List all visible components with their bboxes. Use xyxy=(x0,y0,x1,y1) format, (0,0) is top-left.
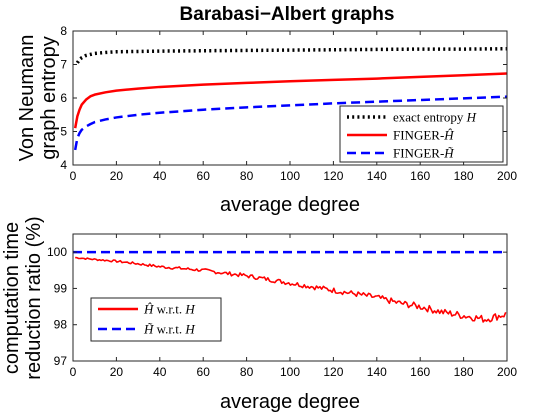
y-tick-label: 100 xyxy=(47,245,67,259)
x-tick-label: 0 xyxy=(70,365,77,379)
x-tick-label: 20 xyxy=(110,169,124,183)
legend-label: exact entropy H xyxy=(393,110,477,125)
legend-label: H̃ w.r.t. H xyxy=(143,322,195,337)
y-tick-label: 6 xyxy=(60,91,67,105)
x-tick-label: 120 xyxy=(323,365,343,379)
y-axis-label: Von Neumann xyxy=(16,35,38,162)
y-tick-label: 5 xyxy=(60,125,67,139)
y-tick-label: 98 xyxy=(54,318,68,332)
x-tick-label: 40 xyxy=(153,169,167,183)
y-tick-label: 8 xyxy=(60,24,67,38)
x-tick-label: 80 xyxy=(240,365,254,379)
x-tick-label: 200 xyxy=(497,365,517,379)
y-tick-label: 7 xyxy=(60,58,67,72)
x-tick-label: 60 xyxy=(197,365,211,379)
x-tick-label: 160 xyxy=(410,169,430,183)
legend: exact entropy H FINGER-Ĥ FINGER-H̃ xyxy=(339,105,504,163)
x-tick-label: 20 xyxy=(110,365,124,379)
legend: Ĥ w.r.t. H H̃ w.r.t. H xyxy=(90,297,222,342)
y-tick-label: 4 xyxy=(60,158,67,172)
x-tick-label: 200 xyxy=(497,169,517,183)
x-tick-label: 180 xyxy=(454,169,474,183)
x-tick-label: 100 xyxy=(280,169,300,183)
y-axis-label: reduction ratio (%) xyxy=(23,216,45,379)
y-tick-label: 99 xyxy=(54,281,68,295)
x-tick-label: 120 xyxy=(323,169,343,183)
bottom-chart: 0 20 40 60 80 100 120 140 160 180 200 97 98 99 100 aver… xyxy=(1,216,517,413)
y-tick-label: 97 xyxy=(54,354,68,368)
y-axis-label: graph entropy xyxy=(38,36,60,159)
legend-label: Ĥ w.r.t. H xyxy=(143,302,195,317)
x-axis-label: average degree xyxy=(220,391,360,413)
series-line-0-1 xyxy=(73,72,508,129)
x-tick-label: 80 xyxy=(240,169,254,183)
x-tick-label: 100 xyxy=(280,365,300,379)
x-tick-label: 140 xyxy=(367,169,387,183)
x-tick-label: 60 xyxy=(197,169,211,183)
x-tick-label: 140 xyxy=(367,365,387,379)
series-line-1-0 xyxy=(75,256,507,323)
x-tick-label: 160 xyxy=(410,365,430,379)
series-line-0-2 xyxy=(73,95,508,151)
top-chart: 0 20 40 60 80 100 120 140 160 180 200 4 5 6 7 8 average … xyxy=(16,24,517,216)
x-tick-label: 180 xyxy=(454,365,474,379)
legend-label: FINGER-H̃ xyxy=(393,146,454,161)
x-tick-label: 0 xyxy=(70,169,77,183)
top-chart-title: Barabasi−Albert graphs xyxy=(180,4,395,25)
series-line-0-0 xyxy=(75,47,508,64)
x-axis-label: average degree xyxy=(220,194,360,216)
y-axis-label: computation time xyxy=(1,222,23,374)
legend-label: FINGER-Ĥ xyxy=(393,128,454,143)
legend-box xyxy=(90,297,222,342)
x-tick-label: 40 xyxy=(153,365,167,379)
